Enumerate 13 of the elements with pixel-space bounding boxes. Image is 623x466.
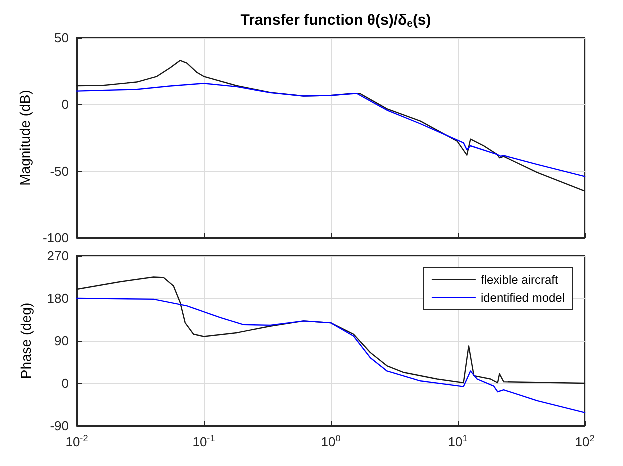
y-tick-label: 270: [47, 248, 69, 264]
y-tick-label: 50: [54, 30, 69, 46]
y-tick-label: -100: [42, 230, 69, 246]
y-tick-label: 180: [47, 291, 69, 306]
y-tick-label: -50: [50, 164, 69, 179]
y-tick-label: -90: [50, 418, 69, 434]
y-tick-label: 0: [62, 376, 69, 391]
legend-label: identified model: [480, 291, 566, 305]
y-axis-title: Phase (deg): [18, 302, 34, 380]
y-tick-label: 0: [62, 97, 69, 112]
legend-label: flexible aircraft: [480, 273, 559, 287]
y-tick-label: 90: [54, 334, 69, 348]
y-axis-title: Magnitude (dB): [17, 90, 34, 186]
